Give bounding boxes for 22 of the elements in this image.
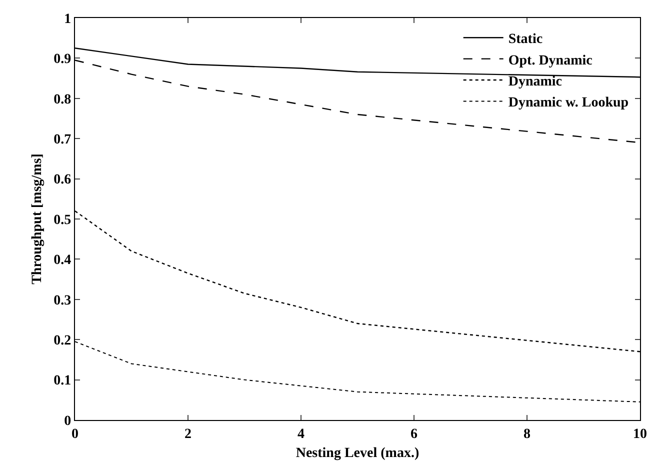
legend-label: Opt. Dynamic [508,53,592,68]
y-tick-label: 1 [64,12,72,27]
y-tick-label: 0.3 [54,293,72,308]
x-tick-label: 10 [633,426,647,442]
y-tick-label: 0.6 [54,172,72,188]
y-tick-label: 0 [64,414,72,429]
legend-label: Dynamic w. Lookup [508,96,629,111]
y-axis-title: Throughput [msg/ms] [30,154,46,284]
y-tick-label: 0.1 [54,374,72,389]
y-tick-label: 0.4 [54,253,72,268]
legend-label: Dynamic [508,74,562,90]
y-tick-label: 0.8 [54,92,72,108]
y-tick-label: 0.7 [54,132,72,148]
y-tick-label: 0.2 [54,334,72,348]
x-tick-label: 6 [410,426,418,442]
y-tick-label: 0.5 [54,212,72,228]
x-tick-label: 4 [298,426,304,442]
x-tick-label: 2 [184,426,192,442]
y-tick-label: 0.9 [54,52,72,68]
x-axis-title: Nesting Level (max.) [296,446,420,462]
x-tick-label: 8 [524,426,530,442]
legend-label: Static [508,32,543,48]
